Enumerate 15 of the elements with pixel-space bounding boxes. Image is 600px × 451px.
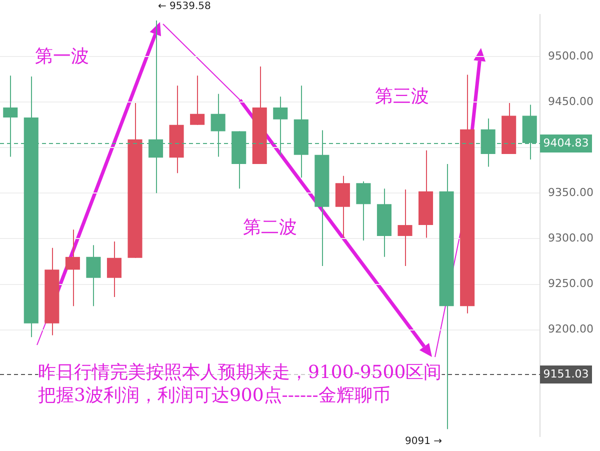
annotation: 第一波 bbox=[35, 46, 89, 68]
y-tick-label: 9450.00 bbox=[548, 94, 594, 108]
y-tick-label: 9300.00 bbox=[548, 232, 594, 245]
ref-line-label: 9151.03 bbox=[543, 367, 589, 380]
annotation: 第二波 bbox=[243, 217, 297, 239]
y-tick-label: 9350.00 bbox=[548, 186, 594, 200]
text: ← 9539.58 bbox=[157, 1, 212, 13]
y-tick-label: 9250.00 bbox=[548, 277, 594, 290]
ref-line-label: 9404.83 bbox=[543, 136, 589, 150]
y-tick-label: 9500.00 bbox=[548, 49, 594, 62]
annotation: 第三波 bbox=[375, 86, 429, 108]
annotation: 把握3波利润，利润可达900点------金辉聊币 bbox=[38, 385, 390, 407]
annotation: 9091 → bbox=[404, 436, 444, 448]
y-tick-label: 9200.00 bbox=[548, 322, 594, 336]
annotation: 昨日行情完美按照本人预期来走，9100-9500区间 bbox=[38, 362, 442, 384]
